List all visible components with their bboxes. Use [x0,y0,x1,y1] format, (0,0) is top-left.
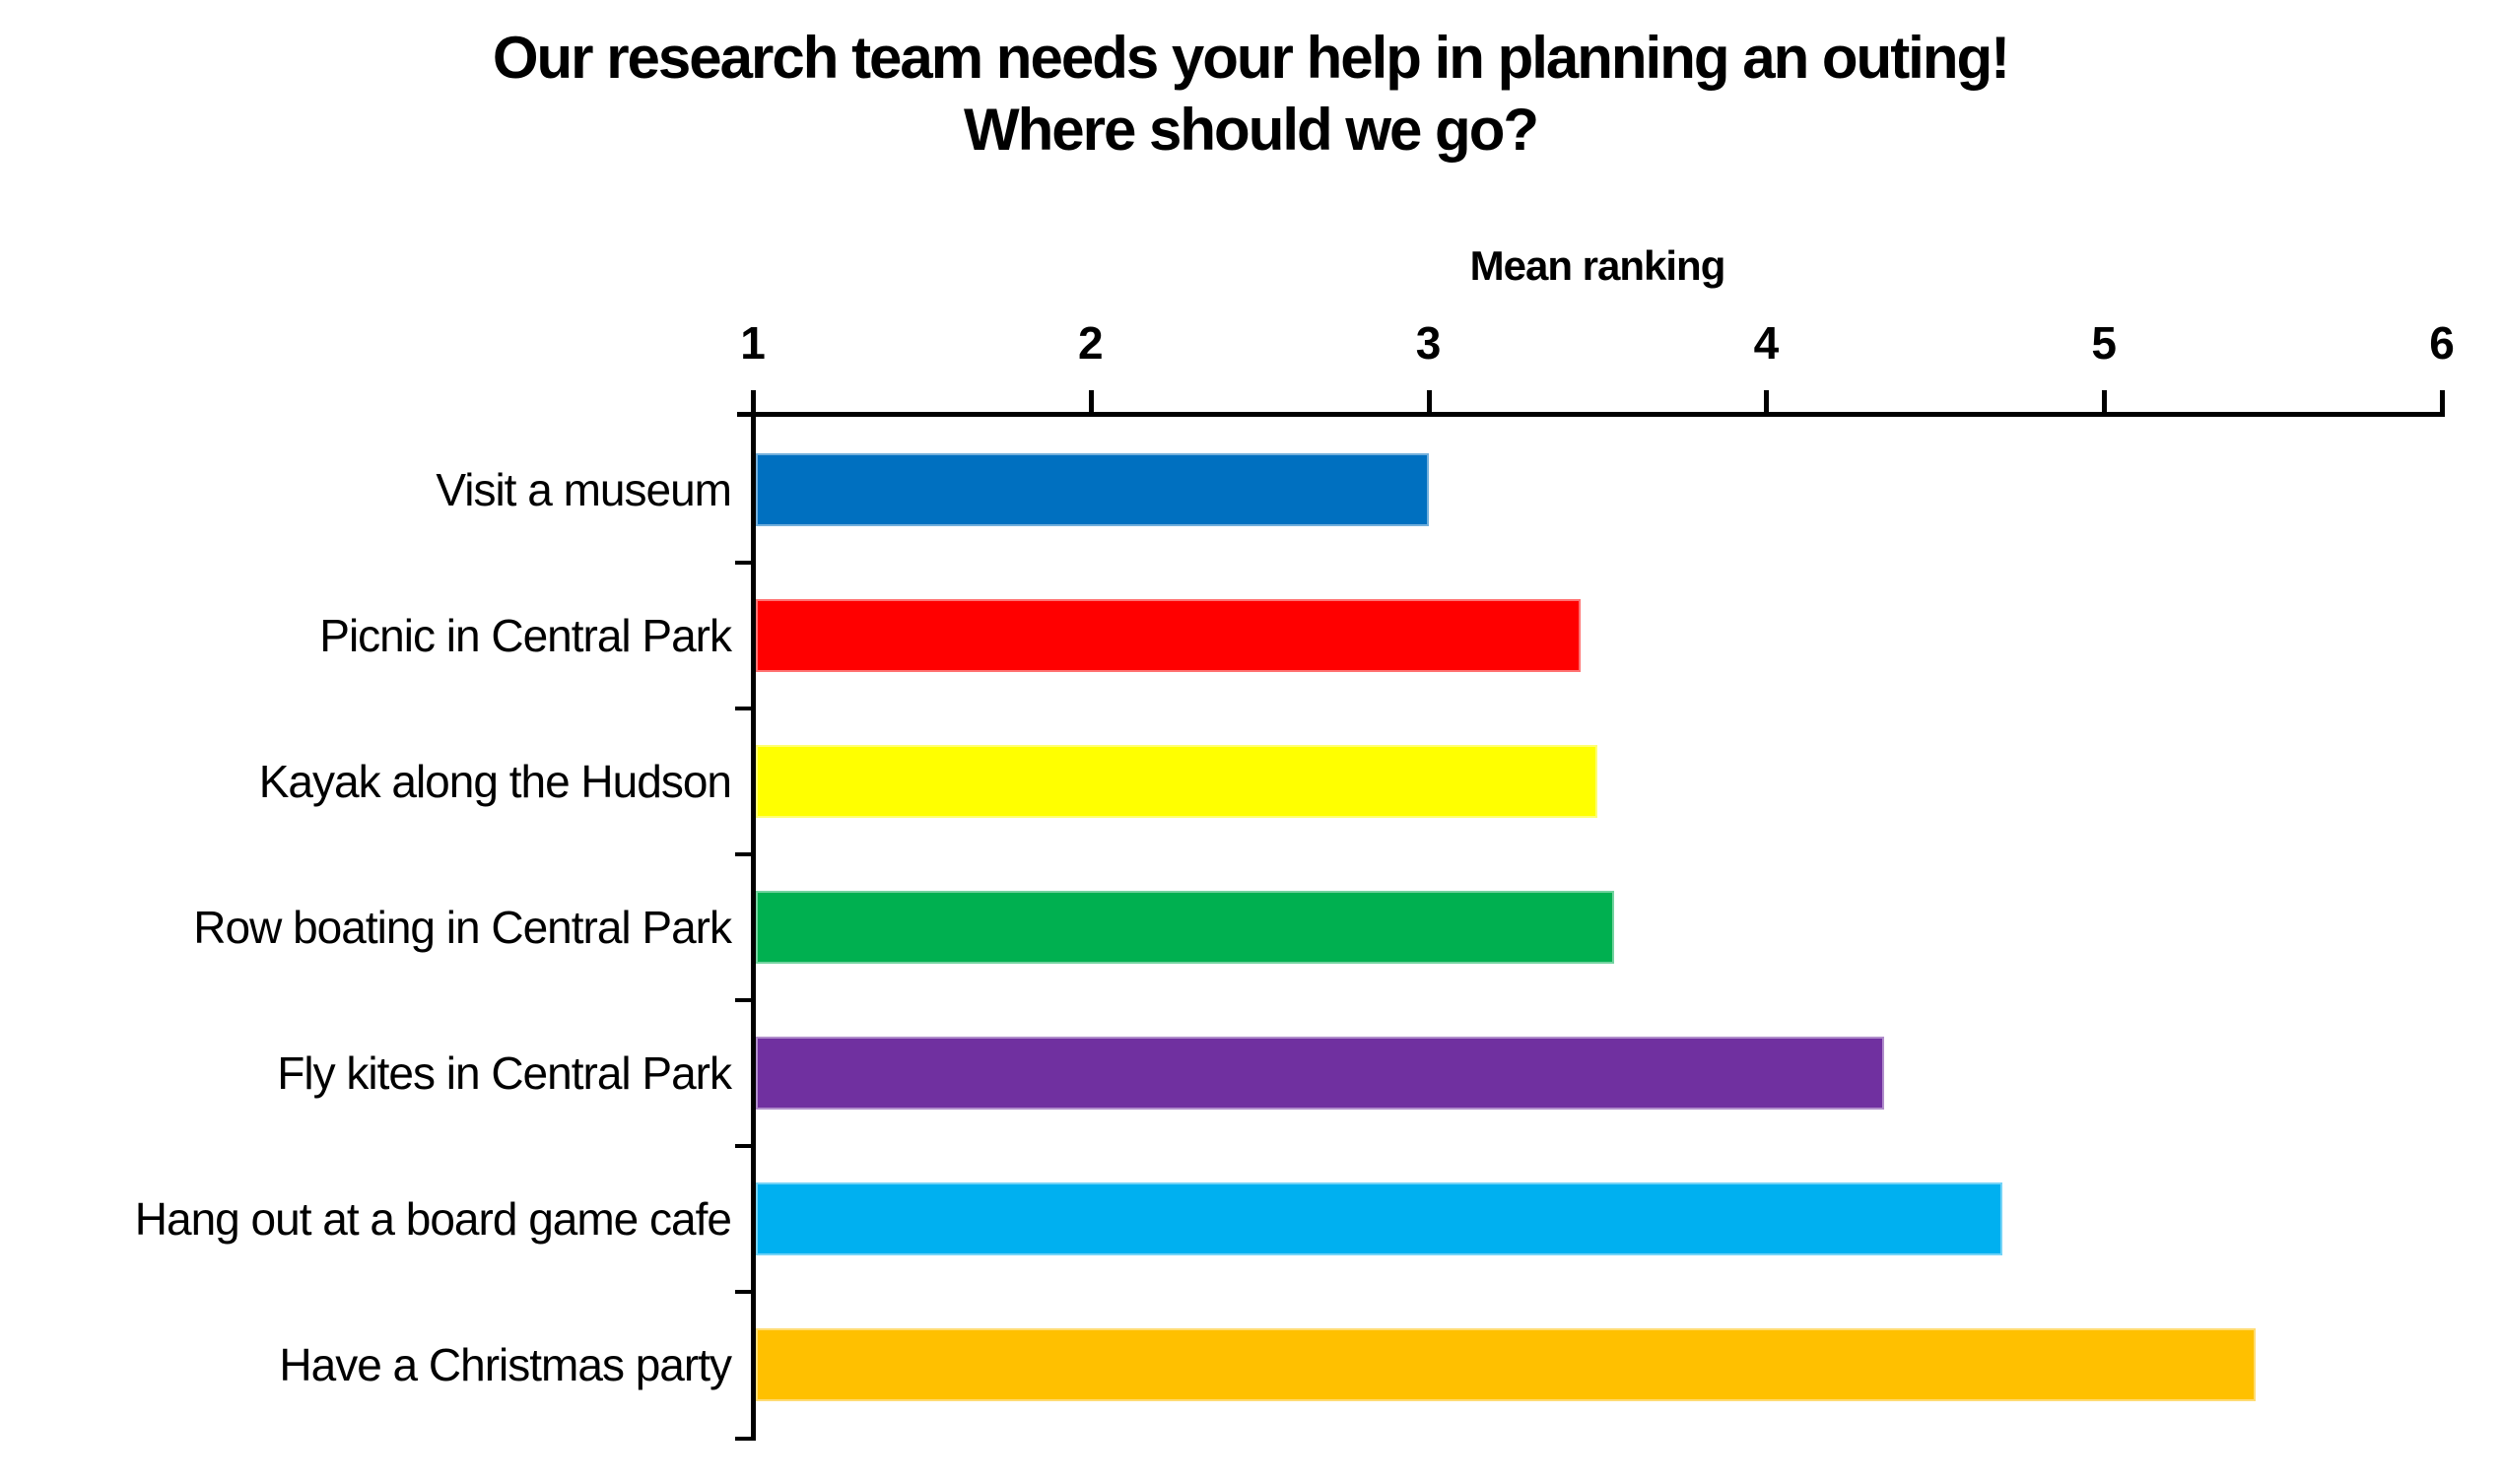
bar [756,1328,2257,1401]
bar [756,1037,1885,1110]
x-tick-label: 3 [1415,317,1442,369]
x-tick-mark [2440,390,2445,412]
x-tick-label: 6 [2429,317,2455,369]
chart-title-text: Our research team needs your help in pla… [492,25,2010,164]
bar [756,599,1581,672]
bar [756,453,1429,526]
y-axis-line [751,412,756,1441]
category-label: Fly kites in Central Park [277,1047,732,1099]
category-label: Visit a museum [436,464,732,515]
x-tick-mark [751,390,756,412]
x-tick-label: 4 [1753,317,1780,369]
y-tick-mark [735,707,751,710]
x-tick-mark [1764,390,1770,412]
category-label: Have a Christmas party [279,1339,732,1390]
x-tick-label: 2 [1078,317,1104,369]
x-tick-label: 5 [2091,317,2117,369]
category-label: Hang out at a board game cafe [134,1193,732,1245]
y-tick-mark [735,561,751,565]
y-tick-mark [735,1144,751,1148]
x-axis-line [737,412,2445,417]
y-tick-mark [735,998,751,1002]
bar [756,891,1615,964]
x-tick-mark [2102,390,2108,412]
bar [756,745,1597,818]
y-tick-mark [735,1437,751,1441]
y-tick-mark [735,852,751,856]
chart-title: Our research team needs your help in pla… [0,22,2501,166]
bar [756,1182,2003,1255]
y-tick-mark [735,1290,751,1294]
x-axis-label: Mean ranking [1469,242,1726,289]
x-tick-label: 1 [740,317,766,369]
x-tick-mark [1426,390,1432,412]
category-label: Picnic in Central Park [319,610,732,661]
category-label: Kayak along the Hudson [258,756,732,807]
x-tick-mark [1088,390,1094,412]
category-label: Row boating in Central Park [193,902,732,953]
